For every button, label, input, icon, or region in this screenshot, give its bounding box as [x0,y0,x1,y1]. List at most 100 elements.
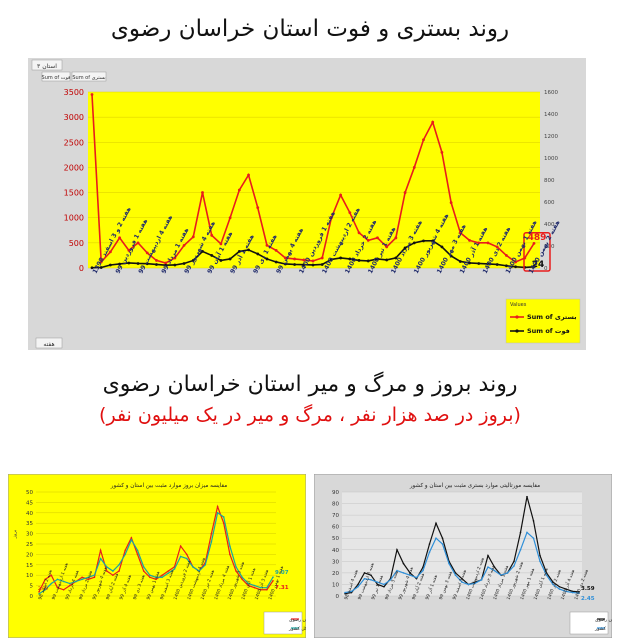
point-country [149,574,151,576]
secondary-title: روند بروز و مرگ و میر استان خراسان رضوی [102,372,518,397]
point-death [182,262,186,265]
y-tick-label: 50 [332,536,339,542]
point-country [87,576,90,579]
filter-button[interactable] [31,59,63,71]
point-province [112,574,114,576]
point-province [441,537,444,540]
y-tick-label: 2500 [64,138,84,147]
point-province [357,583,359,586]
point-country [532,537,535,540]
point-death [90,266,94,270]
point-country [506,572,509,574]
point-province [435,522,437,524]
point-death [366,259,370,263]
point-country [56,578,59,581]
point-country [389,579,392,581]
point-death [403,246,407,250]
y-tick-label: 2000 [64,163,84,172]
point-hospitalized [155,259,158,262]
point-hospitalized [532,242,536,245]
point-province [344,592,346,595]
point-death [449,254,453,258]
y2-tick-label: 1200 [544,134,558,140]
incidence-comparison-svg: مقایسه میزان بروز موارد مثبت بین استان و… [7,473,318,639]
point-hospitalized [311,259,315,263]
week-filter-button[interactable] [35,337,63,349]
point-country [558,588,561,590]
point-province [526,495,528,498]
point-province [136,553,139,556]
point-country [344,591,346,594]
point-hospitalized [256,206,260,210]
point-country [474,582,476,585]
y-tick-label: 500 [69,239,84,248]
y-tick-label: 15 [26,563,33,569]
last-value-highlight [523,232,551,272]
point-country [467,583,470,586]
point-hospitalized [274,249,278,252]
point-country [396,569,398,572]
point-country [130,539,133,541]
point-province [118,570,120,572]
point-country [81,578,83,581]
y-tick-label: 60 [332,525,339,531]
point-province [38,591,40,593]
point-death [477,262,481,265]
point-province [253,586,256,589]
point-hospitalized [228,216,232,220]
point-death [127,261,131,265]
point-death [201,250,204,253]
point-province [370,574,372,576]
field-chip-hosp-label: Sum of بستری [72,75,105,81]
y-tick-label: 1000 [64,214,84,223]
point-country [93,574,96,576]
plot-area [88,92,540,268]
point-country [402,572,405,574]
point-province [155,578,157,581]
point-death [302,263,306,267]
point-country [539,560,541,563]
point-country [44,588,46,591]
legend-label: Sum of بستری [527,313,577,321]
point-death [164,263,168,267]
point-hospitalized [339,193,343,197]
point-province [565,588,567,590]
field-chip-death[interactable] [41,71,71,82]
point-country [185,557,188,560]
point-province [105,570,108,572]
point-country [198,570,200,572]
point-country [173,568,176,570]
point-province [210,532,213,535]
main-title: روند بستری و فوت استان خراسان رضوی [110,16,510,42]
point-province [350,591,353,594]
field-chip-hosp[interactable] [71,71,107,82]
point-province [487,554,489,557]
legend-label: Sum of فوت [527,327,570,335]
point-country [565,590,567,593]
point-death [118,262,122,266]
y-tick-label: 40 [332,548,339,554]
y-tick-label: 40 [26,511,33,517]
y-tick-label: 30 [26,532,33,538]
week-filter-label: هفته [43,341,54,348]
point-death [274,260,278,264]
point-death [422,239,425,243]
point-death [109,263,112,267]
point-province [179,545,182,547]
point-province [552,581,554,583]
point-country [519,548,522,551]
point-province [93,576,96,579]
point-province [428,543,431,545]
last-value-hospitalized: 489 [528,233,547,243]
point-hospitalized [127,249,131,252]
y2-tick-label: 800 [544,178,555,184]
point-death [247,248,250,252]
point-province [241,578,244,581]
point-country [376,581,379,583]
y-tick-label: 0 [30,594,34,600]
field-chip-death-label: Sum of فوت [42,75,72,81]
point-hospitalized [90,93,94,96]
point-death [339,256,343,260]
point-death [385,258,389,262]
y2-tick-label: 0 [544,266,548,272]
